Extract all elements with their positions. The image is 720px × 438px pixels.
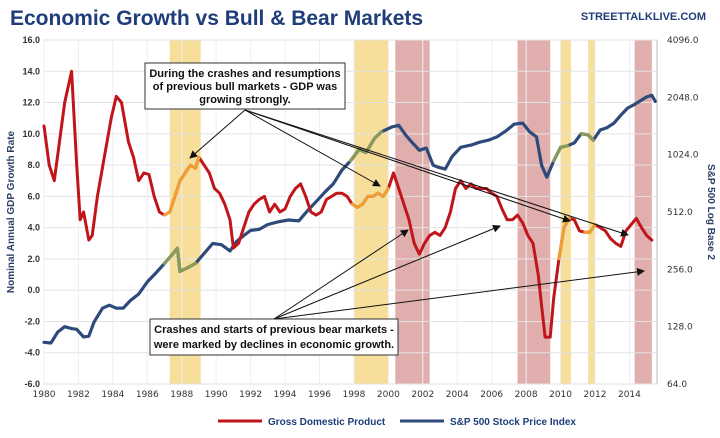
sp500-bull-highlight-2: [552, 144, 570, 163]
legend-sp500-label: S&P 500 Stock Price Index: [450, 417, 576, 428]
x-tick-label: 1980: [33, 390, 56, 400]
x-tick-label: 1988: [170, 390, 193, 400]
x-tick-label: 1998: [342, 390, 365, 400]
x-axis-ticks: 1980 1982 1984 1986 1988 1990 1992 1994 1996 1998…: [33, 390, 642, 400]
bear-band-0: [395, 40, 430, 384]
y-tick-label: 12.0: [22, 98, 40, 108]
annotation-top: During the crashes and resumptions of pr…: [144, 62, 346, 110]
x-tick-label: 1996: [308, 390, 331, 400]
annotation-arrows: [189, 109, 645, 320]
bull-band-3: [588, 40, 596, 384]
y-tick-label: -2.0: [24, 316, 40, 326]
sp500-bull-highlight-3: [579, 132, 595, 142]
y2-tick-label: 2048.0: [667, 93, 699, 103]
y-tick-label: 16.0: [22, 35, 40, 45]
x-tick-label: 2012: [584, 390, 607, 400]
y-tick-label: 6.0: [27, 191, 40, 201]
y-tick-label: 0.0: [27, 285, 40, 295]
gdp-line: [42, 69, 654, 339]
x-tick-label: 1986: [136, 390, 159, 400]
x-tick-label: 2004: [446, 390, 469, 400]
x-tick-label: 1992: [239, 390, 262, 400]
source-label: STREETTALKLIVE.COM: [581, 11, 706, 23]
x-tick-label: 1984: [101, 390, 124, 400]
annotation-bottom-box: [149, 318, 399, 356]
y-axis-label: Nominal Annual GDP Growth Rate: [6, 130, 17, 293]
x-tick-label: 1982: [67, 390, 90, 400]
x-tick-label: 2006: [480, 390, 503, 400]
left-axis-ticks: -6.0 -4.0 -2.0 0.0 2.0 4.0 6.0 8.0 10.0 12.0 14.0 1…: [22, 35, 40, 389]
y2-tick-label: 256.0: [667, 265, 693, 275]
x-tick-label: 1994: [274, 390, 297, 400]
y2-tick-label: 512.0: [667, 208, 693, 218]
right-axis-ticks: 64.0 128.0 256.0 512.0 1024.0 2048.0 4096.0: [667, 36, 699, 390]
y-tick-label: 10.0: [22, 129, 40, 139]
gdp-bull-highlight-3: [583, 223, 597, 234]
y-tick-label: 8.0: [27, 160, 40, 170]
arrow-top-2000: [244, 109, 381, 187]
y-tick-label: -6.0: [24, 379, 40, 389]
annotation-top-line-1: During the crashes and resumptions: [149, 68, 340, 80]
y2-tick-label: 64.0: [667, 380, 687, 390]
gdp-bull-highlight-1: [350, 187, 390, 209]
y2-axis-label: S&P 500 Log Base 2: [705, 164, 716, 260]
annotation-bottom-line-2: were marked by declines in economic grow…: [153, 339, 394, 351]
sp500-bull-highlight-1: [348, 130, 384, 163]
chart-title: Economic Growth vs Bull & Bear Markets: [10, 7, 423, 30]
x-tick-label: 2010: [549, 390, 572, 400]
y-tick-label: -4.0: [24, 348, 40, 358]
arrow-bottom-2001: [273, 229, 409, 320]
arrow-top-2012: [244, 109, 629, 237]
series-lines: [42, 69, 657, 345]
x-tick-label: 2000: [377, 390, 400, 400]
annotation-bottom: Crashes and starts of previous bear mark…: [149, 318, 399, 356]
arrow-top-2010: [244, 109, 571, 223]
annotation-top-line-2: of previous bull markets - GDP was: [153, 81, 337, 93]
arrow-bottom-2007: [273, 224, 501, 320]
gdp-bull-highlight-0: [163, 155, 201, 217]
y2-tick-label: 4096.0: [667, 36, 699, 46]
annotation-top-box: [144, 62, 346, 110]
legend: Gross Domestic Product S&P 500 Stock Pri…: [218, 417, 576, 428]
sp500-bull-highlight-0: [162, 246, 198, 273]
y2-tick-label: 1024.0: [667, 151, 699, 161]
legend-gdp-label: Gross Domestic Product: [268, 417, 386, 428]
bull-band-2: [560, 40, 571, 384]
y-tick-label: 14.0: [22, 66, 40, 76]
y2-tick-label: 128.0: [667, 323, 693, 333]
x-tick-label: 2014: [618, 390, 641, 400]
arrow-bottom-2014: [273, 267, 645, 320]
y-tick-label: 4.0: [27, 223, 40, 233]
bear-band-2: [634, 40, 652, 384]
x-tick-label: 2008: [515, 390, 538, 400]
annotation-top-line-3: growing strongly.: [199, 94, 290, 106]
arrow-top-1988: [189, 109, 246, 159]
y-tick-label: 2.0: [27, 254, 40, 264]
annotation-bottom-line-1: Crashes and starts of previous bear mark…: [154, 324, 394, 336]
x-tick-label: 1990: [205, 390, 228, 400]
x-tick-label: 2002: [411, 390, 434, 400]
